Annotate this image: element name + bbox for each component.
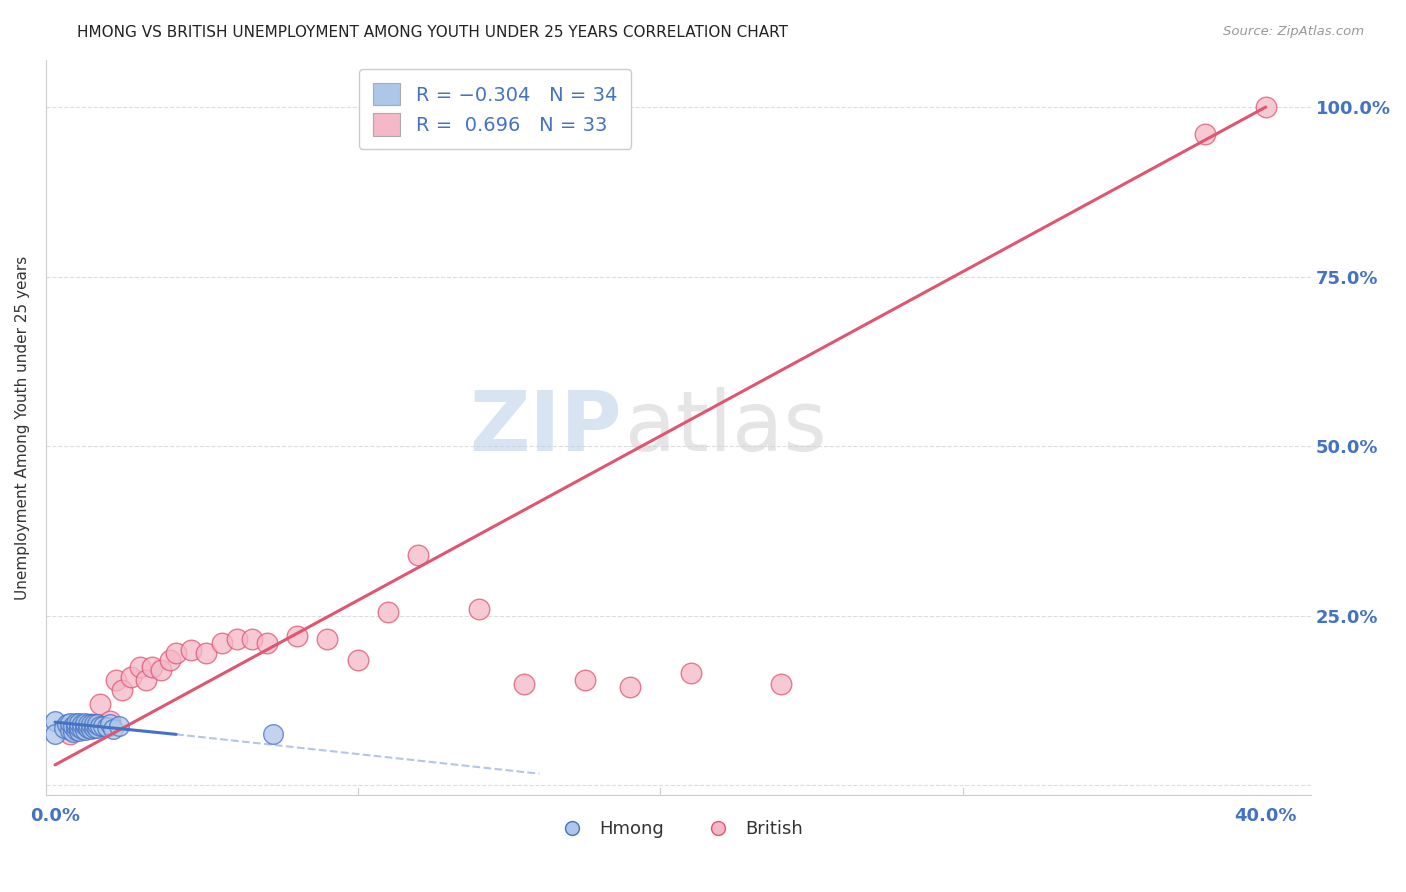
Point [56,717,79,731]
Text: Source: ZipAtlas.com: Source: ZipAtlas.com [1223,25,1364,38]
Point [316,632,339,647]
Point [104,673,127,687]
Y-axis label: Unemployment Among Youth under 25 years: Unemployment Among Youth under 25 years [15,255,30,599]
Point [406,548,429,562]
Point [59,727,82,741]
Point [679,666,702,681]
Point [377,605,399,619]
Text: atlas: atlas [626,387,827,468]
Text: HMONG VS BRITISH UNEMPLOYMENT AMONG YOUTH UNDER 25 YEARS CORRELATION CHART: HMONG VS BRITISH UNEMPLOYMENT AMONG YOUT… [77,25,789,40]
Point [75,723,97,737]
Point [346,653,368,667]
Point [262,727,284,741]
Point [285,629,308,643]
Point [468,602,491,616]
Point [619,680,641,694]
Point [86,721,108,735]
Point [98,717,121,731]
Point [141,659,163,673]
Point [89,719,111,733]
Point [75,715,97,730]
Point [77,716,100,731]
Point [770,676,793,690]
Point [1254,100,1277,114]
Point [107,718,129,732]
Point [101,722,124,736]
Point [165,646,187,660]
Point [80,722,103,736]
Point [128,659,150,673]
Point [67,721,90,735]
Legend: Hmong, British: Hmong, British [547,813,810,846]
Point [72,722,94,736]
Point [1194,127,1216,141]
Point [75,718,97,732]
Point [80,717,103,731]
Point [59,715,82,730]
Point [77,721,100,735]
Point [53,721,76,735]
Point [150,663,173,677]
Point [89,697,111,711]
Text: ZIP: ZIP [470,387,621,468]
Point [195,646,218,660]
Point [62,718,84,732]
Point [67,723,90,738]
Point [240,632,263,647]
Point [67,720,90,734]
Point [111,683,134,698]
Point [96,720,118,734]
Point [180,642,202,657]
Point [211,636,233,650]
Point [65,723,87,737]
Point [83,716,105,731]
Point [135,673,157,687]
Point [65,718,87,732]
Point [98,714,121,728]
Point [120,670,142,684]
Point [513,676,536,690]
Point [83,721,105,735]
Point [256,636,278,650]
Point [225,632,247,647]
Point [86,717,108,731]
Point [44,727,66,741]
Point [159,653,181,667]
Point [67,715,90,730]
Point [62,725,84,739]
Point [72,717,94,731]
Point [574,673,596,687]
Point [65,715,87,730]
Point [93,718,115,732]
Point [59,723,82,737]
Point [80,717,103,731]
Point [44,714,66,728]
